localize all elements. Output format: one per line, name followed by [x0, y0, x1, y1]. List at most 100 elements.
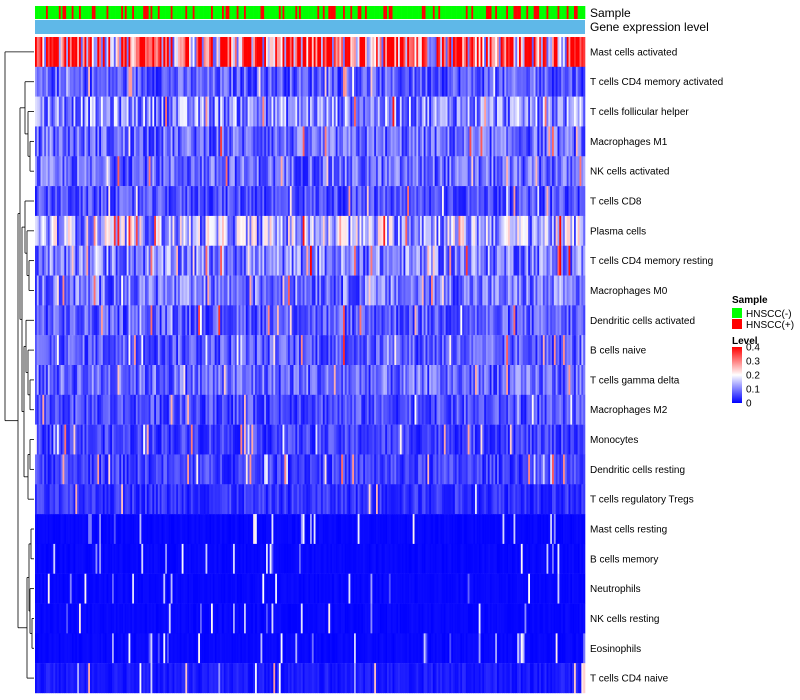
heatmap-cell — [372, 335, 375, 366]
heatmap-cell — [409, 305, 412, 336]
sample-annotation-cell — [330, 6, 333, 19]
heatmap-cell — [139, 96, 142, 127]
heatmap-cell — [58, 454, 61, 485]
heatmap-cell — [57, 484, 60, 515]
heatmap-cell — [465, 156, 468, 187]
heatmap-cell — [429, 215, 432, 246]
heatmap-cell — [339, 335, 342, 366]
heatmap-cell — [497, 335, 500, 366]
heatmap-cell — [348, 156, 351, 187]
heatmap-cell — [242, 186, 245, 217]
sample-annotation-cell — [469, 6, 472, 19]
heatmap-cell — [242, 126, 245, 157]
heatmap-cell — [504, 424, 507, 455]
heatmap-cell — [260, 335, 263, 366]
heatmap-cell — [84, 186, 87, 217]
heatmap-cell — [60, 156, 63, 187]
heatmap-cell — [467, 186, 470, 217]
heatmap-cell — [471, 365, 474, 396]
heatmap-cell — [326, 156, 329, 187]
heatmap-cell — [35, 245, 38, 276]
heatmap-cell — [135, 335, 138, 366]
heatmap-cell — [528, 275, 531, 306]
heatmap-cell — [284, 305, 287, 336]
heatmap-cell — [484, 37, 487, 68]
heatmap-cell — [416, 305, 419, 336]
heatmap-cell — [321, 126, 324, 157]
heatmap-cell — [49, 424, 52, 455]
heatmap-cell — [308, 156, 311, 187]
heatmap-cell — [464, 37, 467, 68]
heatmap-cell — [82, 275, 85, 306]
heatmap-cell — [502, 215, 505, 246]
heatmap-cell — [403, 215, 406, 246]
sample-annotation-cell — [398, 6, 401, 19]
heatmap-cell — [148, 454, 151, 485]
heatmap-cell — [317, 37, 320, 68]
heatmap-cell — [148, 394, 151, 425]
heatmap-cell — [299, 215, 302, 246]
heatmap-cell — [519, 96, 522, 127]
heatmap-cell — [229, 454, 232, 485]
sample-annotation-cell — [148, 6, 151, 19]
heatmap-cell — [330, 215, 333, 246]
heatmap-cell — [456, 96, 459, 127]
heatmap-cell — [179, 335, 182, 366]
heatmap-cell — [289, 186, 292, 217]
heatmap-cell — [473, 275, 476, 306]
heatmap-cell — [522, 305, 525, 336]
heatmap-cell — [341, 305, 344, 336]
heatmap-cell — [187, 96, 190, 127]
heatmap-cell — [266, 126, 269, 157]
heatmap-cell — [146, 245, 149, 276]
heatmap-cell — [361, 305, 364, 336]
heatmap-cell — [256, 275, 259, 306]
heatmap-cell — [443, 394, 446, 425]
heatmap-cell — [491, 186, 494, 217]
sample-annotation-cell — [73, 6, 76, 19]
heatmap-cell — [528, 186, 531, 217]
heatmap-cell — [403, 424, 406, 455]
heatmap-cell — [253, 454, 256, 485]
heatmap-cell — [421, 186, 424, 217]
heatmap-cell — [368, 305, 371, 336]
heatmap-cell — [289, 126, 292, 157]
heatmap-cell — [159, 156, 162, 187]
heatmap-cell — [497, 215, 500, 246]
sample-annotation-cell — [421, 6, 424, 19]
heatmap-cell — [88, 454, 91, 485]
heatmap-cell — [79, 66, 82, 97]
heatmap-cell — [277, 126, 280, 157]
heatmap-cell — [282, 335, 285, 366]
heatmap-cell — [425, 424, 428, 455]
heatmap-cell — [500, 394, 503, 425]
heatmap-cell — [500, 335, 503, 366]
heatmap-cell — [176, 245, 179, 276]
heatmap-cell — [407, 454, 410, 485]
heatmap-cell — [476, 454, 479, 485]
heatmap-cell — [211, 365, 214, 396]
heatmap-cell — [302, 96, 305, 127]
heatmap-cell — [117, 96, 120, 127]
sample-annotation-cell — [568, 6, 571, 19]
heatmap-cell — [390, 156, 393, 187]
heatmap-cell — [170, 365, 173, 396]
heatmap-cell — [75, 96, 78, 127]
heatmap-cell — [348, 454, 351, 485]
heatmap-cell — [275, 37, 278, 68]
heatmap-cell — [429, 66, 432, 97]
heatmap-cell — [418, 66, 421, 97]
heatmap-cell — [462, 335, 465, 366]
heatmap-cell — [200, 305, 203, 336]
heatmap-cell — [121, 305, 124, 336]
heatmap-cell — [225, 215, 228, 246]
sample-annotation-cell — [258, 6, 261, 19]
heatmap-cell — [366, 424, 369, 455]
heatmap-cell — [299, 96, 302, 127]
heatmap-cell — [486, 245, 489, 276]
heatmap-cell — [473, 394, 476, 425]
sample-annotation-cell — [344, 6, 347, 19]
heatmap-cell — [308, 66, 311, 97]
heatmap-cell — [579, 305, 582, 336]
heatmap-cell — [414, 126, 417, 157]
